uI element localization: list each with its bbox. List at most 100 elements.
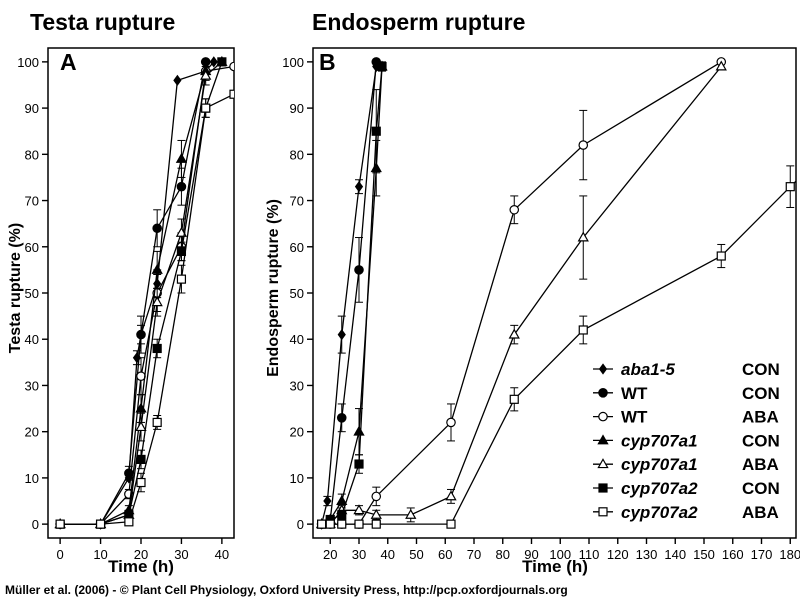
- x-tick-label: 30: [352, 547, 366, 562]
- legend-treatment: CON: [742, 479, 780, 498]
- y-tick-label: 10: [25, 471, 39, 486]
- endosperm-rupture-chart: 0 10 20 30 40 50 60 70 80 90 100 20 30 40 50 60 70 80 90 10…: [282, 47, 800, 562]
- y-tick-label: 70: [25, 194, 39, 209]
- data-point: [715, 60, 727, 71]
- legend-series-name: WT: [621, 384, 648, 403]
- data-point: [152, 223, 162, 234]
- data-point: [353, 504, 365, 515]
- series-line: [60, 93, 234, 525]
- legend-series-name: WT: [621, 408, 648, 427]
- legend-entry: cyp707a1 CON: [593, 431, 780, 450]
- y-tick-label: 10: [290, 471, 304, 486]
- data-point: [95, 519, 106, 529]
- legend-treatment: CON: [742, 360, 780, 379]
- data-point: [151, 296, 163, 307]
- panel-a-xlabel: Time (h): [108, 557, 174, 576]
- testa-rupture-chart: 0 10 20 30 40 50 60 70 80 90 100 0 10 20 30 40 A: [17, 47, 235, 562]
- legend-marker: [597, 434, 609, 445]
- x-tick-label: 110: [579, 547, 600, 562]
- legend-treatment: ABA: [742, 408, 779, 427]
- data-point: [176, 181, 187, 192]
- panel-label: B: [319, 49, 336, 75]
- y-tick-label: 50: [25, 286, 39, 301]
- panel-a-ylabel: Testa rupture (%): [7, 223, 24, 353]
- data-point: [446, 417, 456, 428]
- data-point: [578, 140, 589, 150]
- y-tick-label: 0: [297, 517, 304, 532]
- series-cyp707a2-aba: [317, 165, 796, 529]
- legend-marker: [597, 458, 609, 469]
- legend-marker: [598, 387, 608, 398]
- legend-entry: cyp707a2 ABA: [593, 503, 779, 522]
- data-point: [405, 508, 417, 519]
- plot-frame: [312, 47, 797, 539]
- x-tick-label: 40: [215, 547, 229, 562]
- y-tick-label: 20: [290, 425, 304, 440]
- data-point: [200, 69, 212, 80]
- y-tick-label: 100: [17, 55, 39, 70]
- data-point: [175, 152, 188, 163]
- series-wt-con: [316, 57, 382, 529]
- y-tick-label: 60: [290, 240, 304, 255]
- data-point: [354, 519, 364, 529]
- data-point: [152, 343, 162, 354]
- legend: aba1-5 CON WT CON WT ABA cyp707a1 CON cyp707a1 AB…: [593, 360, 780, 522]
- legend-entry: cyp707a2 CON: [593, 479, 780, 498]
- legend-series-name: cyp707a2: [621, 503, 698, 522]
- x-tick-label: 90: [524, 547, 538, 562]
- x-tick-label: 180: [779, 547, 800, 562]
- x-tick-label: 170: [751, 547, 773, 562]
- data-point: [152, 417, 162, 428]
- footer-credit: Müller et al. (2006) - © Plant Cell Phys…: [5, 583, 568, 597]
- data-point: [336, 494, 348, 505]
- data-point: [354, 265, 364, 275]
- data-point: [337, 519, 347, 529]
- panel-b-ylabel: Endosperm rupture (%): [265, 199, 282, 377]
- data-point: [578, 325, 588, 335]
- legend-marker: [598, 483, 608, 493]
- y-tick-label: 90: [290, 101, 304, 116]
- y-tick-label: 100: [282, 55, 304, 70]
- x-tick-label: 120: [607, 547, 629, 562]
- data-point: [217, 57, 227, 67]
- data-point: [135, 421, 147, 432]
- x-tick-label: 50: [409, 547, 423, 562]
- data-point: [55, 519, 65, 529]
- data-point: [509, 204, 520, 215]
- data-point: [354, 181, 364, 193]
- data-point: [176, 274, 187, 284]
- x-tick-label: 20: [323, 547, 337, 562]
- data-point: [136, 329, 146, 340]
- y-tick-label: 60: [25, 240, 39, 255]
- data-point: [176, 246, 187, 256]
- x-tick-label: 70: [467, 547, 481, 562]
- legend-treatment: CON: [742, 431, 780, 450]
- legend-entry: aba1-5 CON: [593, 360, 780, 379]
- data-point: [336, 413, 347, 423]
- data-point: [209, 56, 218, 68]
- legend-series-name: cyp707a2: [621, 479, 698, 498]
- x-tick-label: 160: [722, 547, 744, 562]
- data-point: [173, 74, 182, 86]
- legend-treatment: CON: [742, 384, 780, 403]
- x-tick-label: 80: [496, 547, 510, 562]
- x-tick-label: 10: [93, 547, 107, 562]
- x-tick-label: 150: [693, 547, 715, 562]
- data-point: [577, 231, 589, 242]
- data-point: [151, 263, 163, 274]
- x-tick-label: 0: [57, 547, 64, 562]
- data-point: [445, 490, 457, 501]
- legend-entry: WT CON: [593, 384, 780, 403]
- data-point: [354, 459, 364, 469]
- y-tick-label: 80: [290, 147, 304, 162]
- data-point: [124, 517, 134, 527]
- legend-entry: cyp707a1 ABA: [593, 455, 779, 474]
- data-point: [317, 519, 327, 529]
- legend-marker: [598, 411, 608, 422]
- legend-marker: [598, 507, 608, 517]
- y-tick-label: 0: [32, 517, 39, 532]
- data-point: [323, 495, 332, 507]
- data-point: [716, 251, 726, 261]
- data-point: [370, 508, 382, 519]
